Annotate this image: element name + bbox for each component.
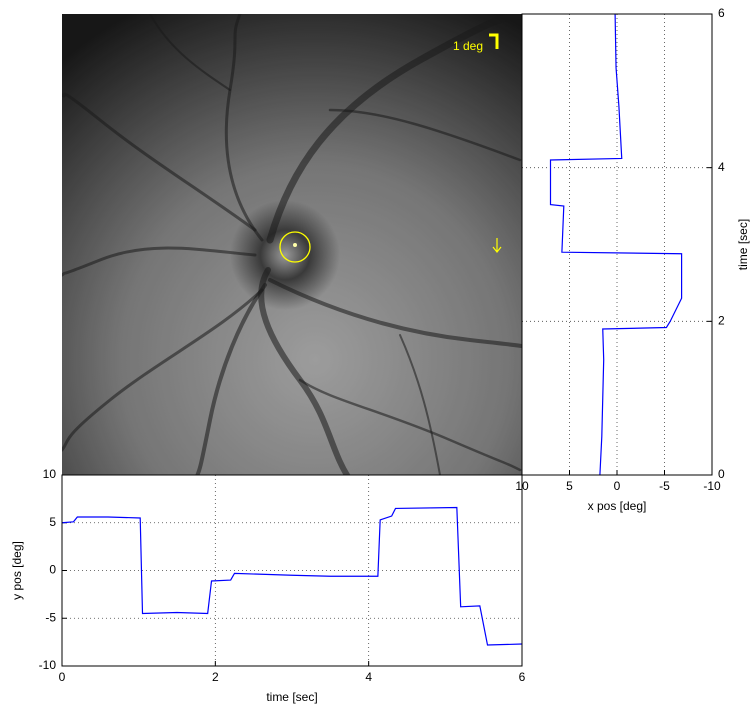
scale-label: 1 deg xyxy=(453,39,483,53)
value-tick-label: 5 xyxy=(566,479,573,493)
retina-image: 1 deg xyxy=(62,14,530,480)
value-axis-label: x pos [deg] xyxy=(588,499,647,513)
value-tick-label: 0 xyxy=(614,479,621,493)
time-tick-label: 2 xyxy=(718,314,725,328)
value-axis-label: y pos [deg] xyxy=(10,541,24,600)
value-tick-label: 10 xyxy=(515,479,529,493)
time-tick-label: 4 xyxy=(365,670,372,684)
time-tick-label: 2 xyxy=(212,670,219,684)
time-tick-label: 0 xyxy=(59,670,66,684)
fixation-point xyxy=(293,243,297,247)
value-tick-label: -5 xyxy=(659,479,670,493)
value-tick-label: -10 xyxy=(703,479,721,493)
figure: 1 deg 0 2 4 6 -10 -5 0 5 10 time [sec] y pos [deg]… xyxy=(0,0,752,710)
value-tick-label: 5 xyxy=(49,515,56,529)
time-tick-label: 6 xyxy=(718,6,725,20)
time-axis-label: time [sec] xyxy=(266,690,317,704)
time-axis-label: time [sec] xyxy=(736,219,750,270)
value-tick-label: -5 xyxy=(45,610,56,624)
value-tick-label: 0 xyxy=(49,563,56,577)
value-tick-label: -10 xyxy=(39,658,57,672)
time-tick-label: 6 xyxy=(519,670,526,684)
value-tick-label: 10 xyxy=(43,467,57,481)
time-tick-label: 4 xyxy=(718,160,725,174)
